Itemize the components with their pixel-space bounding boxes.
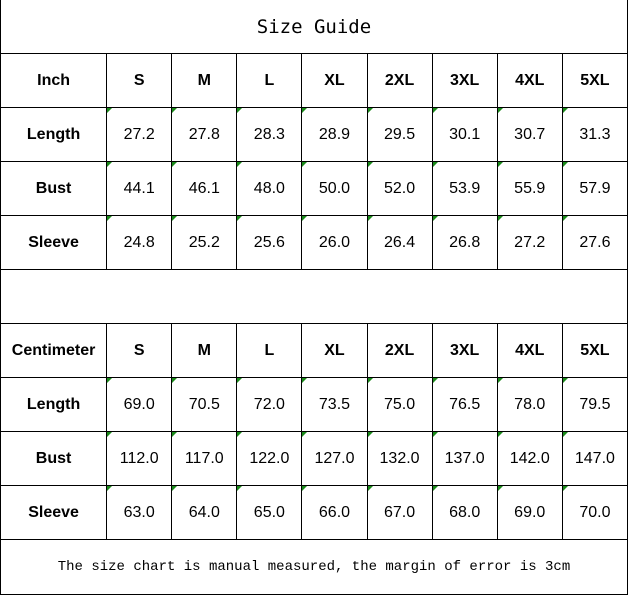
- measure-value: 27.2: [106, 107, 173, 162]
- measure-value: 142.0: [496, 431, 563, 486]
- measure-value: 25.2: [171, 215, 238, 270]
- size-header: M: [171, 53, 238, 108]
- measure-value: 24.8: [106, 215, 173, 270]
- measure-value: 117.0: [171, 431, 238, 486]
- measure-value: 70.5: [171, 377, 238, 432]
- measure-label: Bust: [0, 431, 108, 486]
- measure-label: Sleeve: [0, 485, 108, 540]
- unit-header: Inch: [0, 53, 108, 108]
- measure-value: 72.0: [236, 377, 303, 432]
- measure-value: 30.7: [496, 107, 563, 162]
- size-header: L: [236, 53, 303, 108]
- measure-value: 52.0: [366, 161, 433, 216]
- measure-value: 26.4: [366, 215, 433, 270]
- measure-value: 70.0: [561, 485, 628, 540]
- table-row: Length 27.2 27.8 28.3 28.9 29.5 30.1 30.7 31.3: [0, 107, 628, 162]
- measure-value: 75.0: [366, 377, 433, 432]
- measure-value: 53.9: [431, 161, 498, 216]
- measure-value: 78.0: [496, 377, 563, 432]
- measure-value: 69.0: [106, 377, 173, 432]
- unit-header: Centimeter: [0, 323, 108, 378]
- table-row: Sleeve 63.0 64.0 65.0 66.0 67.0 68.0 69.0 70.0: [0, 485, 628, 540]
- size-header: XL: [301, 323, 368, 378]
- spacer-row: [0, 269, 628, 324]
- table-row: Sleeve 24.8 25.2 25.6 26.0 26.4 26.8 27.2 27.6: [0, 215, 628, 270]
- header-row: Inch S M L XL 2XL 3XL 4XL 5XL: [0, 53, 628, 108]
- footer-note: The size chart is manual measured, the m…: [0, 539, 628, 595]
- measure-label: Length: [0, 107, 108, 162]
- measure-value: 57.9: [561, 161, 628, 216]
- measure-value: 25.6: [236, 215, 303, 270]
- measure-value: 73.5: [301, 377, 368, 432]
- measure-value: 48.0: [236, 161, 303, 216]
- measure-value: 147.0: [561, 431, 628, 486]
- size-header: XL: [301, 53, 368, 108]
- measure-value: 63.0: [106, 485, 173, 540]
- measure-label: Length: [0, 377, 108, 432]
- table-row: Bust 44.1 46.1 48.0 50.0 52.0 53.9 55.9 57.9: [0, 161, 628, 216]
- measure-value: 66.0: [301, 485, 368, 540]
- size-header: 5XL: [561, 53, 628, 108]
- measure-label: Sleeve: [0, 215, 108, 270]
- footer-row: The size chart is manual measured, the m…: [0, 539, 628, 595]
- measure-value: 137.0: [431, 431, 498, 486]
- measure-value: 65.0: [236, 485, 303, 540]
- measure-value: 29.5: [366, 107, 433, 162]
- measure-value: 30.1: [431, 107, 498, 162]
- measure-value: 79.5: [561, 377, 628, 432]
- measure-value: 112.0: [106, 431, 173, 486]
- measure-label: Bust: [0, 161, 108, 216]
- size-header: S: [106, 53, 173, 108]
- measure-value: 55.9: [496, 161, 563, 216]
- measure-value: 76.5: [431, 377, 498, 432]
- measure-value: 132.0: [366, 431, 433, 486]
- header-row: Centimeter S M L XL 2XL 3XL 4XL 5XL: [0, 323, 628, 378]
- measure-value: 27.2: [496, 215, 563, 270]
- measure-value: 122.0: [236, 431, 303, 486]
- size-header: L: [236, 323, 303, 378]
- measure-value: 44.1: [106, 161, 173, 216]
- measure-value: 26.0: [301, 215, 368, 270]
- measure-value: 50.0: [301, 161, 368, 216]
- size-header: 3XL: [431, 53, 498, 108]
- title-row: Size Guide: [0, 0, 628, 54]
- measure-value: 67.0: [366, 485, 433, 540]
- size-header: 4XL: [496, 323, 563, 378]
- measure-value: 64.0: [171, 485, 238, 540]
- measure-value: 27.8: [171, 107, 238, 162]
- table-row: Bust 112.0 117.0 122.0 127.0 132.0 137.0 142.0 1…: [0, 431, 628, 486]
- measure-value: 28.9: [301, 107, 368, 162]
- measure-value: 31.3: [561, 107, 628, 162]
- size-header: 3XL: [431, 323, 498, 378]
- measure-value: 26.8: [431, 215, 498, 270]
- measure-value: 69.0: [496, 485, 563, 540]
- size-header: 4XL: [496, 53, 563, 108]
- size-header: 2XL: [366, 323, 433, 378]
- measure-value: 68.0: [431, 485, 498, 540]
- spacer-cell: [0, 269, 628, 324]
- size-header: 2XL: [366, 53, 433, 108]
- measure-value: 28.3: [236, 107, 303, 162]
- table-row: Length 69.0 70.5 72.0 73.5 75.0 76.5 78.0 79.5: [0, 377, 628, 432]
- measure-value: 27.6: [561, 215, 628, 270]
- size-header: M: [171, 323, 238, 378]
- size-header: 5XL: [561, 323, 628, 378]
- size-header: S: [106, 323, 173, 378]
- page-title: Size Guide: [0, 0, 628, 54]
- measure-value: 46.1: [171, 161, 238, 216]
- measure-value: 127.0: [301, 431, 368, 486]
